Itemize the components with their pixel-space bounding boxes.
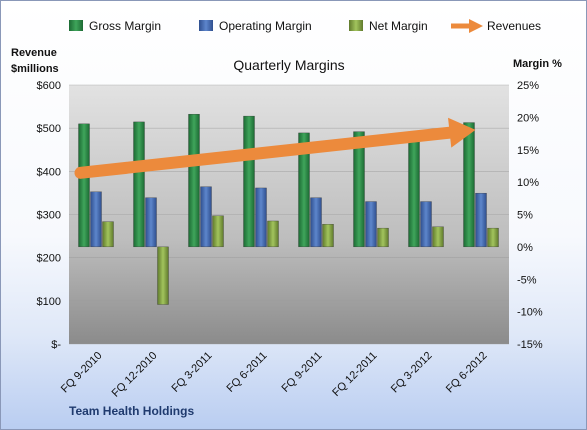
legend-label-revenues: Revenues (487, 19, 541, 33)
bar-operating-margin (365, 201, 377, 248)
right-tick-label: 25% (517, 80, 539, 92)
bar-net-margin (102, 221, 114, 248)
right-tick-label: 10% (517, 177, 539, 189)
right-tick-label: -15% (517, 339, 543, 351)
left-tick-label: $200 (37, 253, 61, 265)
bar-gross-margin (353, 131, 365, 248)
x-tick-label: FQ 6-2012 (444, 350, 490, 396)
legend: Gross Margin Operating Margin Net Margin… (69, 19, 541, 33)
left-tick-label: $500 (37, 123, 61, 135)
x-tick-label: FQ 12-2010 (110, 350, 160, 400)
right-axis-title: Margin % (513, 58, 562, 70)
legend-swatch-net-margin (349, 20, 363, 31)
bar-operating-margin (145, 197, 157, 248)
x-tick-label: FQ 9-2011 (280, 350, 325, 395)
x-axis-labels: FQ 9-2010 FQ 12-2010 FQ 3-2011 FQ 6-2011 FQ … (59, 350, 490, 400)
x-tick-label: FQ 3-2011 (170, 350, 215, 395)
legend-swatch-revenues (451, 19, 483, 33)
right-tick-label: 5% (517, 210, 533, 222)
bar-operating-margin (255, 187, 267, 248)
chart-title: Quarterly Margins (233, 57, 344, 73)
revenue-arrow-shaft (74, 126, 456, 179)
bar-gross-margin (463, 122, 475, 248)
right-axis-ticks: -15% -10% -5% 0% 5% 10% 15% 20% 25% (517, 80, 543, 351)
bar-operating-margin (310, 197, 322, 248)
left-axis-title-line1: Revenue (11, 47, 57, 59)
right-tick-label: -5% (517, 274, 537, 286)
right-tick-label: 20% (517, 112, 539, 124)
bar-net-margin (322, 224, 334, 248)
bar-net-margin (157, 246, 169, 305)
bar-operating-margin (420, 201, 432, 248)
bar-net-margin (432, 226, 444, 248)
x-tick-label: FQ 9-2010 (59, 350, 105, 396)
left-axis-ticks: $- $100 $200 $300 $400 $500 $600 (37, 80, 62, 351)
right-tick-label: 0% (517, 242, 533, 254)
company-name: Team Health Holdings (69, 404, 194, 418)
left-axis-title-line2: $millions (11, 63, 59, 75)
left-tick-label: $300 (37, 210, 61, 222)
left-tick-label: $400 (37, 166, 61, 178)
bar-operating-margin (90, 191, 102, 248)
legend-swatch-operating-margin (199, 20, 213, 31)
right-tick-label: 15% (517, 145, 539, 157)
left-tick-label: $600 (37, 80, 61, 92)
x-tick-label: FQ 12-2011 (330, 350, 379, 399)
legend-swatch-gross-margin (69, 20, 83, 31)
legend-label-gross-margin: Gross Margin (89, 19, 161, 33)
right-tick-label: -10% (517, 307, 543, 319)
bars (78, 113, 499, 305)
bar-net-margin (377, 227, 389, 248)
bar-gross-margin (78, 123, 90, 248)
bar-net-margin (487, 227, 499, 248)
bar-net-margin (267, 220, 279, 248)
legend-label-operating-margin: Operating Margin (219, 19, 312, 33)
bar-gross-margin (408, 132, 420, 248)
x-tick-label: FQ 3-2012 (389, 350, 435, 396)
revenue-arrow-head (448, 117, 476, 148)
left-tick-label: $100 (37, 296, 61, 308)
revenue-arrow (74, 117, 476, 179)
left-tick-label: $- (51, 339, 61, 351)
bar-operating-margin (200, 186, 212, 248)
bar-gross-margin (298, 132, 310, 248)
bar-gross-margin (133, 121, 145, 248)
legend-label-net-margin: Net Margin (369, 19, 428, 33)
x-tick-label: FQ 6-2011 (225, 350, 270, 395)
bar-operating-margin (475, 192, 487, 248)
bar-gross-margin (243, 115, 255, 248)
bar-gross-margin (188, 113, 200, 248)
bar-net-margin (212, 215, 224, 248)
